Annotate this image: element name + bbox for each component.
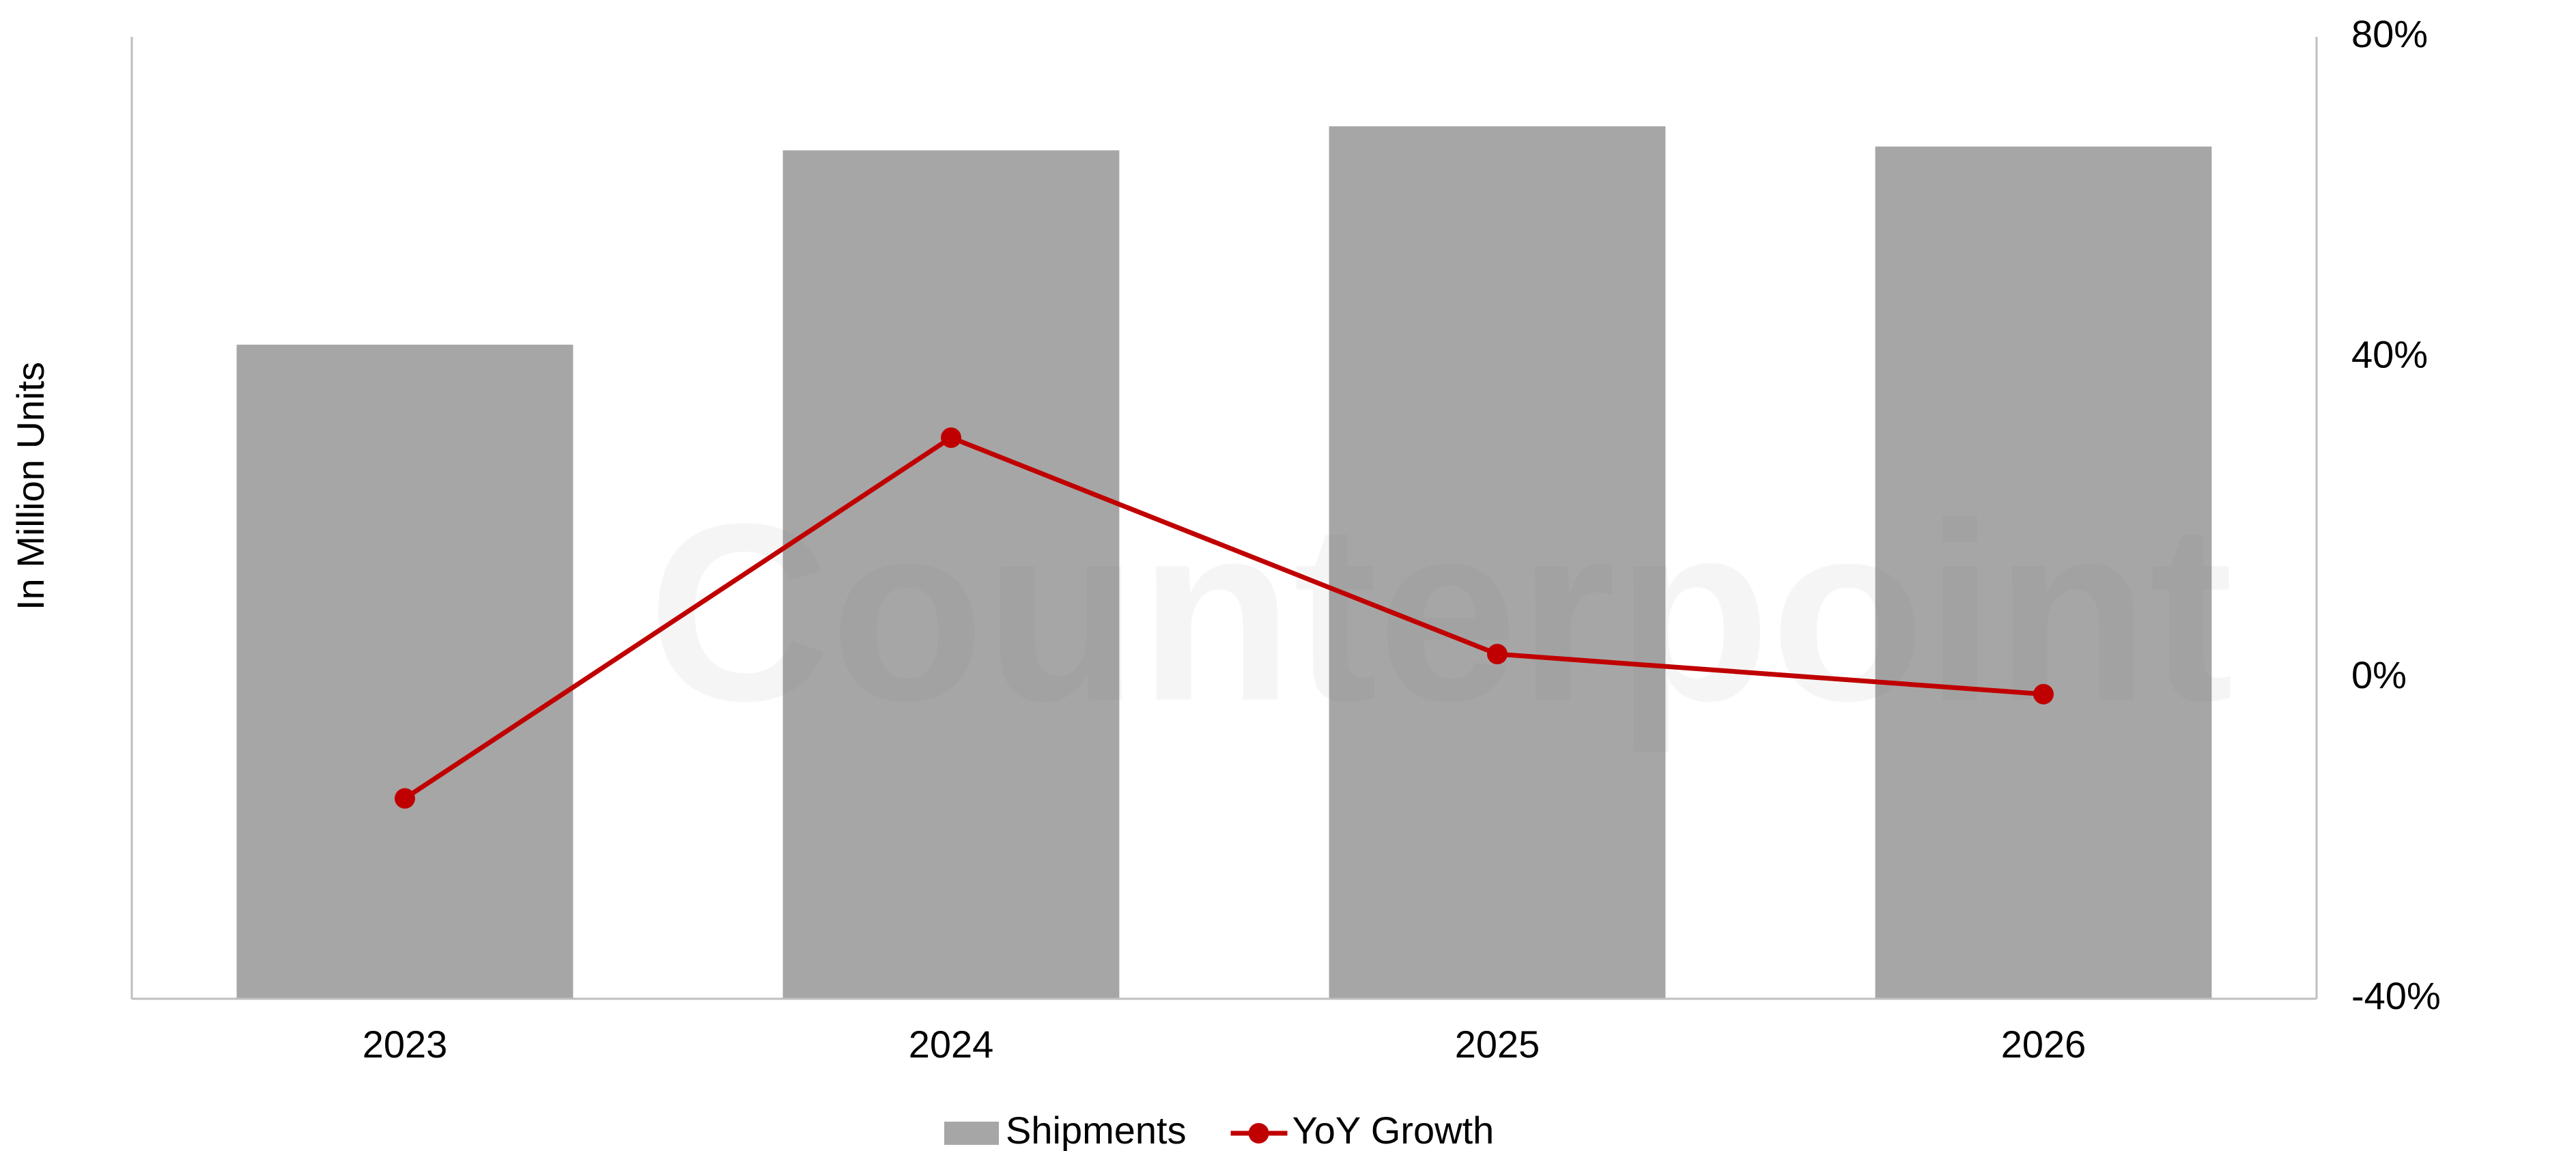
line-marker (395, 788, 415, 809)
bar (236, 344, 574, 999)
legend-label: YoY Growth (1292, 1109, 1495, 1151)
line (404, 435, 2044, 801)
legend-label: Shipments (1006, 1109, 1187, 1151)
watermark: Counterpoint (648, 472, 2233, 755)
legend-swatch (944, 1122, 999, 1145)
bar (782, 150, 1120, 999)
line-marker (941, 427, 961, 449)
line-marker (1487, 644, 1508, 665)
legend-swatch-marker (1248, 1123, 1269, 1143)
line-marker (2033, 683, 2054, 705)
x-tick-label: 2023 (363, 1023, 448, 1066)
x-tick-label: 2024 (909, 1023, 994, 1066)
bar (1329, 126, 1666, 999)
y2-tick-label: 0% (2351, 653, 2407, 696)
bar (1875, 146, 2212, 999)
x-tick-label: 2026 (2001, 1023, 2086, 1066)
y2-tick-label: 80% (2351, 12, 2428, 55)
y-axis-label: In Million Units (9, 362, 52, 610)
y2-tick-label: 40% (2351, 332, 2428, 375)
x-tick-label: 2025 (1455, 1023, 1540, 1066)
y2-tick-label: -40% (2351, 974, 2441, 1017)
